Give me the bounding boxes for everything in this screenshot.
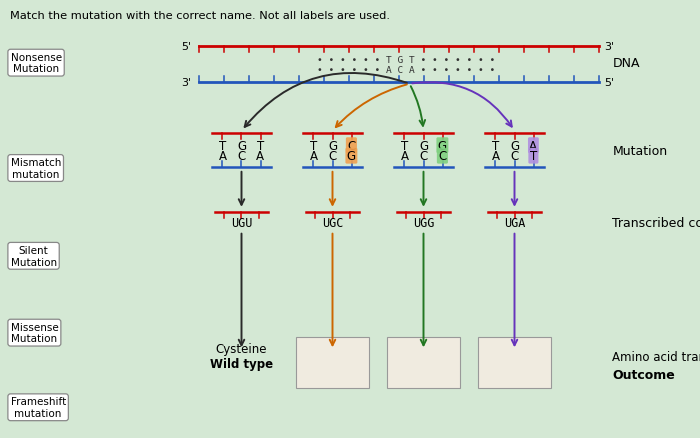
Text: A: A (491, 150, 500, 163)
Text: Silent
Mutation: Silent Mutation (10, 245, 57, 267)
Text: A: A (400, 150, 409, 163)
Text: A: A (218, 150, 227, 163)
Text: Amino acid translated: Amino acid translated (612, 350, 700, 364)
FancyBboxPatch shape (386, 337, 461, 388)
Text: 3': 3' (181, 78, 191, 87)
Text: • • • • • • A C A • • • • • • •: • • • • • • A C A • • • • • • • (317, 66, 495, 74)
Text: G: G (328, 139, 337, 152)
Text: UGC: UGC (322, 217, 343, 230)
Text: G: G (438, 139, 447, 152)
Text: C: C (419, 150, 428, 163)
Text: 3': 3' (604, 42, 614, 52)
Text: T: T (219, 139, 226, 152)
Text: C: C (438, 150, 447, 163)
Text: A: A (309, 150, 318, 163)
Text: • • • • • • T G T • • • • • • •: • • • • • • T G T • • • • • • • (317, 56, 495, 65)
Text: G: G (419, 139, 428, 152)
Text: A: A (256, 150, 265, 163)
Text: C: C (237, 150, 246, 163)
Text: DNA: DNA (612, 57, 640, 70)
Text: C: C (510, 150, 519, 163)
Text: T: T (530, 150, 537, 163)
Text: UGU: UGU (231, 217, 252, 230)
Text: T: T (310, 139, 317, 152)
Text: Transcribed codon: Transcribed codon (612, 217, 700, 230)
Text: A: A (529, 139, 538, 152)
Text: T: T (257, 139, 264, 152)
Text: Cysteine: Cysteine (216, 342, 267, 355)
Text: Mutation: Mutation (612, 145, 668, 158)
Text: T: T (401, 139, 408, 152)
Text: C: C (347, 139, 356, 152)
Text: Outcome: Outcome (612, 368, 676, 381)
Text: UGG: UGG (413, 217, 434, 230)
Text: Match the mutation with the correct name. Not all labels are used.: Match the mutation with the correct name… (10, 11, 391, 21)
Text: UGA: UGA (504, 217, 525, 230)
Text: G: G (510, 139, 519, 152)
Text: Frameshift
mutation: Frameshift mutation (10, 396, 66, 418)
FancyBboxPatch shape (295, 337, 370, 388)
FancyBboxPatch shape (477, 337, 552, 388)
Text: T: T (492, 139, 499, 152)
Text: G: G (237, 139, 246, 152)
Text: Nonsense
Mutation: Nonsense Mutation (10, 53, 62, 74)
Text: C: C (328, 150, 337, 163)
Text: 5': 5' (181, 42, 191, 52)
Text: G: G (346, 150, 356, 163)
Text: Mismatch
mutation: Mismatch mutation (10, 158, 61, 180)
Text: 5': 5' (604, 78, 614, 87)
Text: Missense
Mutation: Missense Mutation (10, 322, 58, 344)
Text: Wild type: Wild type (210, 357, 273, 370)
